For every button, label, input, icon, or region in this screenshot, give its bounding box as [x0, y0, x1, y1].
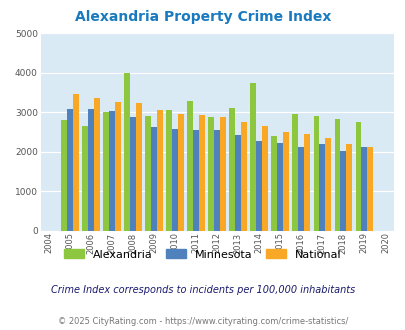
Text: Alexandria Property Crime Index: Alexandria Property Crime Index: [75, 10, 330, 24]
Bar: [235, 135, 241, 231]
Bar: [262, 126, 267, 231]
Bar: [187, 101, 193, 231]
Bar: [198, 115, 205, 231]
Bar: [355, 122, 360, 231]
Bar: [130, 117, 136, 231]
Bar: [334, 119, 339, 231]
Bar: [67, 109, 73, 231]
Bar: [319, 144, 324, 231]
Bar: [271, 136, 277, 231]
Bar: [229, 108, 235, 231]
Bar: [178, 114, 183, 231]
Bar: [324, 138, 330, 231]
Bar: [220, 117, 226, 231]
Bar: [193, 130, 198, 231]
Bar: [61, 120, 67, 231]
Bar: [208, 117, 214, 231]
Bar: [115, 102, 121, 231]
Bar: [367, 147, 372, 231]
Bar: [250, 82, 256, 231]
Bar: [256, 141, 262, 231]
Bar: [303, 134, 309, 231]
Bar: [283, 132, 288, 231]
Bar: [214, 130, 220, 231]
Text: © 2025 CityRating.com - https://www.cityrating.com/crime-statistics/: © 2025 CityRating.com - https://www.city…: [58, 317, 347, 326]
Bar: [73, 94, 79, 231]
Bar: [241, 122, 247, 231]
Bar: [145, 116, 151, 231]
Bar: [292, 114, 298, 231]
Bar: [166, 110, 172, 231]
Bar: [94, 98, 100, 231]
Bar: [82, 126, 88, 231]
Bar: [103, 112, 109, 231]
Bar: [339, 151, 345, 231]
Bar: [136, 104, 142, 231]
Text: Crime Index corresponds to incidents per 100,000 inhabitants: Crime Index corresponds to incidents per…: [51, 285, 354, 295]
Bar: [151, 127, 157, 231]
Bar: [157, 110, 162, 231]
Bar: [313, 116, 319, 231]
Bar: [345, 144, 351, 231]
Bar: [298, 148, 303, 231]
Bar: [109, 112, 115, 231]
Bar: [124, 73, 130, 231]
Bar: [277, 144, 283, 231]
Bar: [172, 129, 178, 231]
Bar: [360, 148, 367, 231]
Bar: [88, 109, 94, 231]
Legend: Alexandria, Minnesota, National: Alexandria, Minnesota, National: [60, 245, 345, 264]
